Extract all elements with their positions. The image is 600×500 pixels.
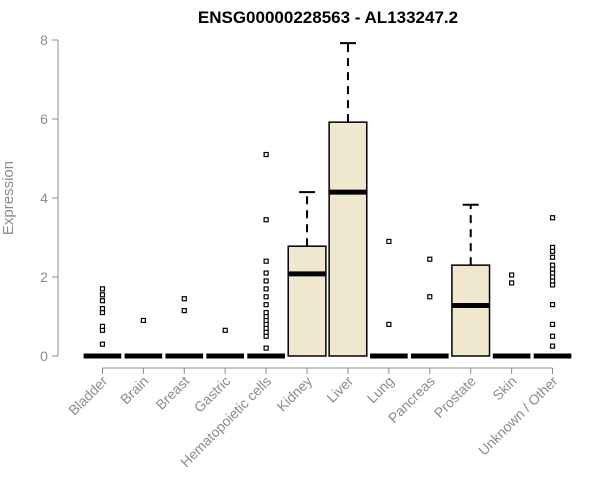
outlier-point	[549, 262, 556, 268]
box-skin	[492, 272, 531, 359]
box-iqr	[451, 264, 491, 357]
outlier-point	[549, 321, 556, 327]
x-tick-label: Lung	[364, 373, 397, 406]
x-tick-label: Prostate	[431, 373, 479, 421]
outlier-point	[99, 341, 106, 347]
outlier-point	[427, 256, 433, 262]
outlier-point	[99, 298, 106, 304]
outlier-point	[99, 306, 106, 312]
box-iqr	[328, 121, 368, 357]
outlier-point	[263, 309, 269, 316]
box-breast	[165, 296, 204, 359]
box-prostate	[451, 203, 491, 357]
outlier-point	[549, 343, 556, 349]
box-lung	[370, 238, 408, 359]
outlier-point	[99, 323, 106, 329]
outlier-point	[263, 270, 269, 276]
outlier-point	[509, 280, 515, 286]
x-tick-label: Brain	[117, 373, 151, 407]
outlier-point	[509, 272, 515, 278]
y-tick-label: 2	[40, 269, 48, 285]
outlier-point	[549, 244, 556, 250]
outlier-point	[263, 258, 269, 264]
outlier-point	[549, 333, 556, 339]
chart-title: ENSG00000228563 - AL133247.2	[198, 8, 458, 27]
outlier-point	[549, 302, 556, 308]
x-tick-label: Breast	[152, 373, 192, 413]
box-bladder	[83, 286, 122, 359]
box-iqr	[287, 245, 327, 357]
outlier-point	[263, 286, 269, 292]
outlier-point	[263, 278, 269, 284]
outlier-point	[140, 317, 146, 324]
outlier-point	[263, 217, 269, 223]
y-axis-label: Expression	[0, 161, 17, 235]
box-hematopoietic-cells	[247, 151, 285, 359]
boxes	[83, 42, 572, 359]
outlier-point	[99, 286, 106, 292]
y-axis: 0 2 4 6 8	[40, 32, 59, 364]
outlier-point	[549, 254, 556, 260]
outlier-point	[549, 215, 556, 221]
outlier-point	[222, 327, 228, 333]
x-tick-label: Kidney	[274, 373, 316, 415]
box-unknown-other	[533, 215, 572, 359]
x-tick-label: Skin	[489, 373, 520, 404]
box-brain	[124, 317, 163, 359]
y-tick-label: 0	[40, 348, 48, 364]
y-tick-label: 4	[40, 190, 48, 206]
outlier-point	[427, 294, 433, 300]
box-pancreas	[410, 256, 449, 359]
outlier-point	[263, 151, 269, 158]
outlier-point	[263, 345, 269, 351]
outlier-point	[263, 302, 269, 308]
x-tick-label: Liver	[323, 373, 356, 406]
box-gastric	[206, 327, 245, 359]
box-kidney	[287, 191, 327, 357]
outlier-point	[99, 292, 106, 298]
y-tick-label: 8	[40, 32, 48, 48]
y-tick-label: 6	[40, 111, 48, 127]
outlier-point	[386, 321, 392, 327]
outlier-point	[181, 296, 187, 302]
outlier-point	[263, 294, 269, 300]
x-tick-label: Bladder	[65, 373, 111, 419]
outlier-point	[181, 307, 187, 314]
outlier-point	[386, 238, 392, 245]
box-liver	[328, 42, 368, 357]
